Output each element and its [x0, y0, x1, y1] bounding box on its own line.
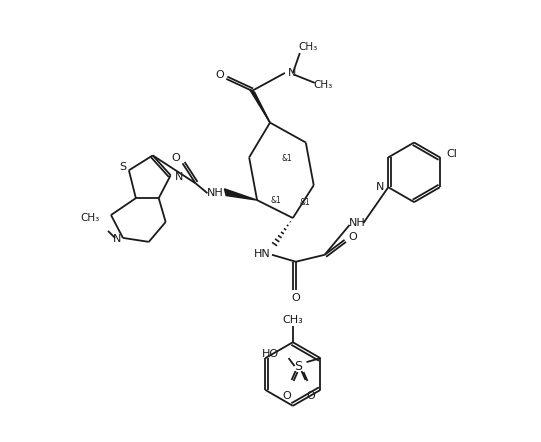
Text: O: O: [292, 293, 300, 302]
Text: HO: HO: [261, 349, 279, 359]
Text: &1: &1: [270, 196, 281, 205]
Text: &1: &1: [299, 198, 310, 206]
Text: N: N: [113, 234, 121, 244]
Text: CH₃: CH₃: [282, 316, 304, 325]
Text: N: N: [174, 172, 183, 182]
Text: O: O: [306, 391, 315, 401]
Polygon shape: [225, 189, 257, 200]
Text: NH: NH: [207, 188, 224, 198]
Text: O: O: [171, 153, 180, 164]
Text: N: N: [376, 182, 385, 192]
Text: CH₃: CH₃: [313, 80, 332, 90]
Text: N: N: [288, 68, 296, 78]
Text: CH₃: CH₃: [81, 213, 100, 223]
Text: CH₃: CH₃: [298, 42, 318, 52]
Text: O: O: [215, 70, 223, 80]
Text: O: O: [348, 232, 357, 242]
Text: &1: &1: [281, 154, 292, 163]
Text: Cl: Cl: [446, 149, 457, 160]
Text: S: S: [120, 162, 127, 172]
Polygon shape: [249, 89, 270, 122]
Text: NH: NH: [349, 218, 366, 228]
Text: HN: HN: [254, 249, 270, 259]
Text: S: S: [294, 360, 302, 373]
Text: O: O: [282, 391, 291, 401]
